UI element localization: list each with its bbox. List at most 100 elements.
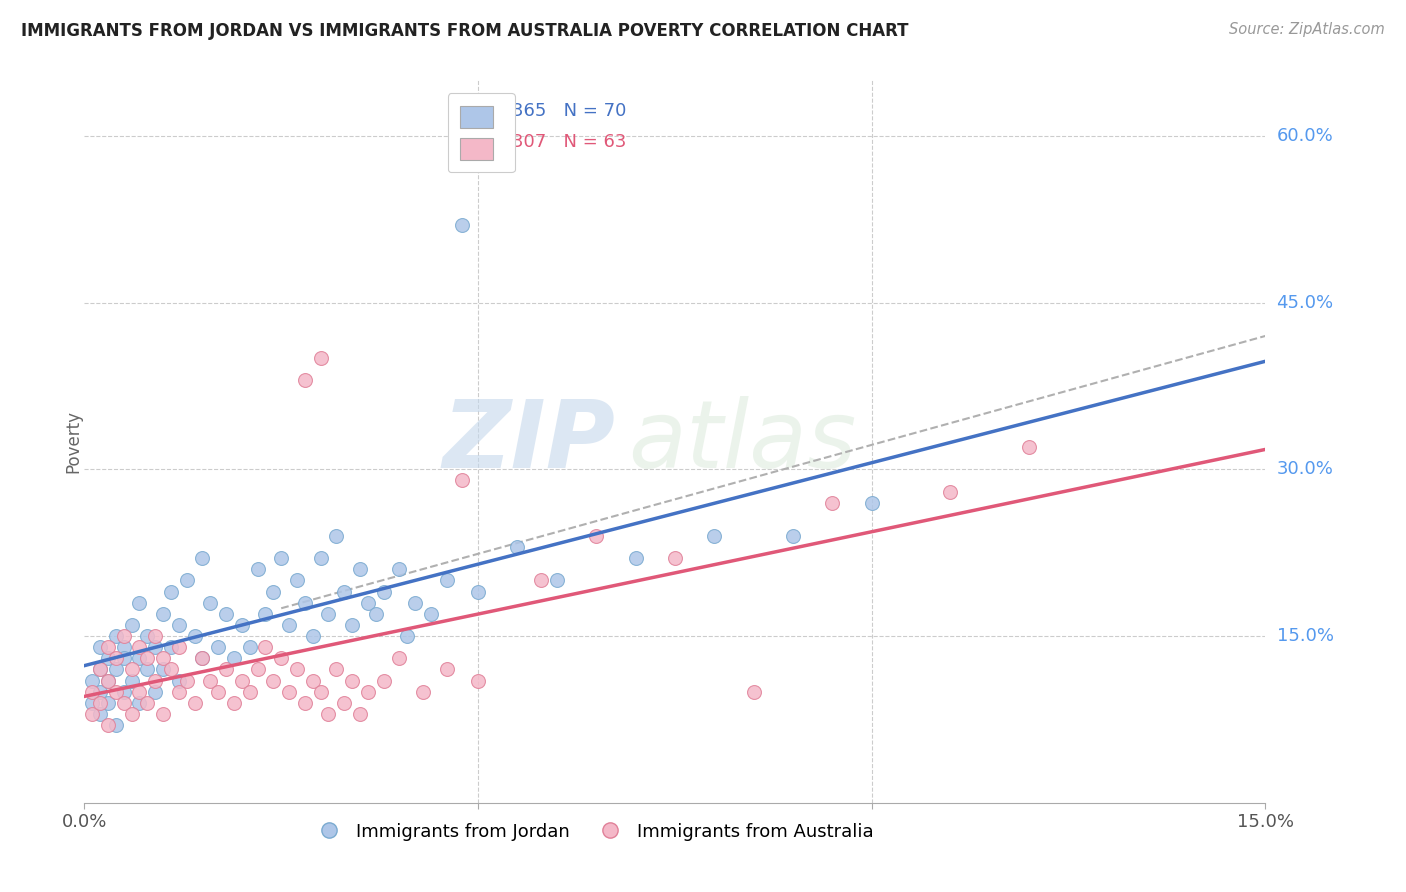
Point <box>451 474 474 488</box>
Point <box>112 640 135 655</box>
Point <box>128 696 150 710</box>
Point <box>349 706 371 721</box>
Point <box>200 596 222 610</box>
Point <box>82 673 104 688</box>
Point <box>333 696 356 710</box>
Point <box>231 618 253 632</box>
Text: 60.0%: 60.0% <box>1277 127 1333 145</box>
Point <box>82 706 104 721</box>
Point <box>325 662 347 676</box>
Text: 15.0%: 15.0% <box>1277 627 1333 645</box>
Point <box>128 651 150 665</box>
Point <box>104 718 127 732</box>
Text: 45.0%: 45.0% <box>1277 293 1334 311</box>
Point <box>191 551 214 566</box>
Point <box>285 574 308 588</box>
Point <box>664 551 686 566</box>
Point <box>301 673 323 688</box>
Point <box>176 673 198 688</box>
Point <box>160 584 183 599</box>
Point <box>136 696 159 710</box>
Point <box>412 684 434 698</box>
Point <box>278 618 301 632</box>
Point <box>530 574 553 588</box>
Point <box>89 684 111 698</box>
Point <box>97 673 120 688</box>
Point <box>373 673 395 688</box>
Point <box>183 629 205 643</box>
Point <box>451 218 474 232</box>
Point <box>246 662 269 676</box>
Point <box>121 618 143 632</box>
Point <box>506 540 529 554</box>
Point <box>97 640 120 655</box>
Point <box>333 584 356 599</box>
Point <box>191 651 214 665</box>
Point <box>340 673 363 688</box>
Point <box>167 684 190 698</box>
Point <box>254 607 277 621</box>
Point <box>82 684 104 698</box>
Point <box>215 662 238 676</box>
Point <box>278 684 301 698</box>
Point <box>152 651 174 665</box>
Point <box>82 696 104 710</box>
Point <box>404 596 426 610</box>
Point <box>97 696 120 710</box>
Point <box>104 629 127 643</box>
Point <box>89 640 111 655</box>
Text: R = 0.307   N = 63: R = 0.307 N = 63 <box>457 133 627 151</box>
Point <box>254 640 277 655</box>
Point <box>1018 440 1040 454</box>
Point <box>128 684 150 698</box>
Point <box>325 529 347 543</box>
Point <box>349 562 371 576</box>
Point <box>136 662 159 676</box>
Point <box>301 629 323 643</box>
Point <box>703 529 725 543</box>
Point <box>546 574 568 588</box>
Point <box>207 684 229 698</box>
Point <box>318 607 340 621</box>
Point <box>467 673 489 688</box>
Point <box>152 607 174 621</box>
Point <box>112 696 135 710</box>
Point <box>121 662 143 676</box>
Point <box>200 673 222 688</box>
Point <box>143 640 166 655</box>
Point <box>294 696 316 710</box>
Point <box>309 551 332 566</box>
Point <box>97 718 120 732</box>
Point <box>191 651 214 665</box>
Point <box>285 662 308 676</box>
Point <box>104 651 127 665</box>
Point <box>246 562 269 576</box>
Point <box>742 684 765 698</box>
Point <box>215 607 238 621</box>
Point <box>167 618 190 632</box>
Point <box>207 640 229 655</box>
Text: R = 0.365   N = 70: R = 0.365 N = 70 <box>457 102 627 120</box>
Point <box>294 596 316 610</box>
Point <box>128 596 150 610</box>
Text: 30.0%: 30.0% <box>1277 460 1333 478</box>
Point <box>396 629 419 643</box>
Point <box>104 684 127 698</box>
Point <box>782 529 804 543</box>
Y-axis label: Poverty: Poverty <box>65 410 82 473</box>
Point <box>262 673 284 688</box>
Point <box>89 662 111 676</box>
Point <box>121 706 143 721</box>
Point <box>231 673 253 688</box>
Point <box>436 662 458 676</box>
Point <box>294 373 316 387</box>
Text: atlas: atlas <box>627 396 856 487</box>
Text: ZIP: ZIP <box>443 395 616 488</box>
Point <box>270 551 292 566</box>
Point <box>821 496 844 510</box>
Point <box>89 706 111 721</box>
Point <box>167 640 190 655</box>
Point <box>160 640 183 655</box>
Point <box>152 706 174 721</box>
Point <box>97 673 120 688</box>
